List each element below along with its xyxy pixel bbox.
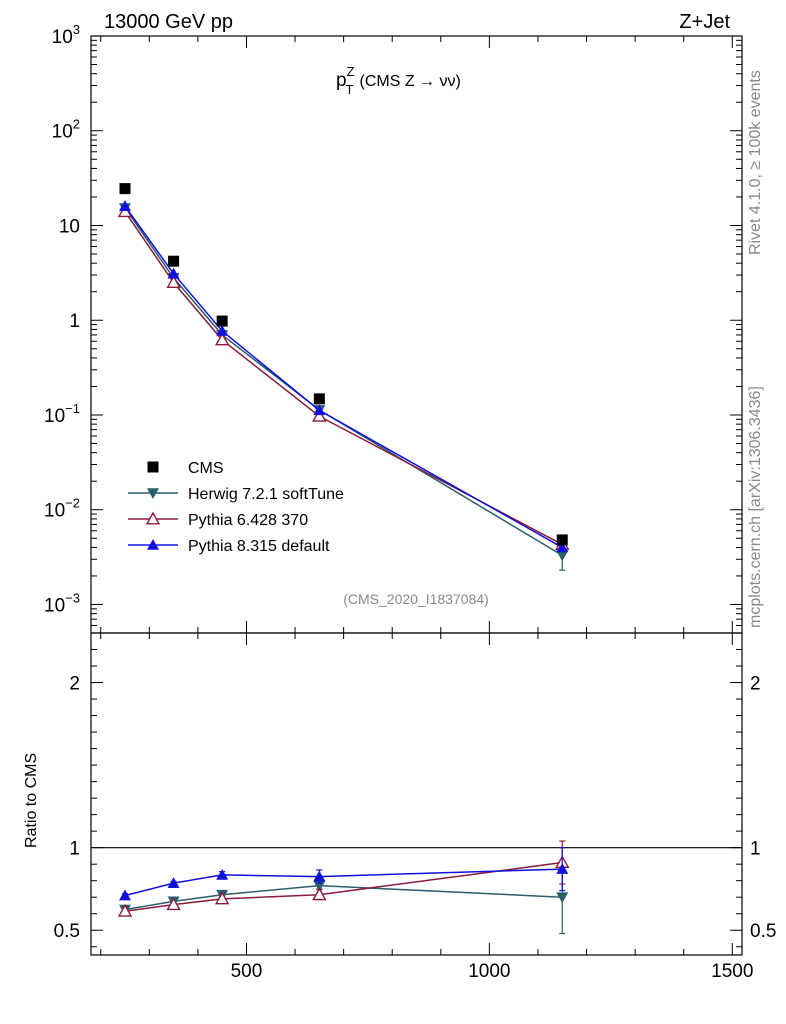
main-point-pythia6	[312, 408, 327, 422]
title-superscript: Z	[347, 64, 355, 79]
legend-label-herwig: Herwig 7.2.1 softTune	[188, 486, 344, 503]
ratio-plot-frame	[90, 632, 743, 956]
legend-item-pythia6: Pythia 6.428 370	[128, 511, 308, 529]
main-y-tick-label: 10−1	[44, 401, 80, 427]
ratio-series-pythia8	[119, 847, 569, 901]
ratio-series-pythia6	[117, 840, 570, 917]
ratio-x-tick-label: 1500	[711, 961, 753, 982]
plot-title: pZ T (CMS Z → νν)	[336, 64, 461, 97]
ratio-point-herwig	[556, 892, 569, 904]
main-point-cms	[313, 393, 325, 405]
ratio-y-tick-label: 0.5	[54, 921, 80, 942]
ratio-plot: 0.5 0.5 1 1 2 2 500 1000 1500	[54, 632, 776, 982]
header-right: Z+Jet	[679, 11, 730, 33]
main-point-pythia8	[119, 200, 132, 211]
main-point-pythia8	[313, 404, 326, 416]
main-point-pythia8	[216, 324, 229, 336]
ratio-point-pythia6	[166, 897, 181, 911]
main-y-tick-label: 102	[52, 117, 80, 143]
main-point-cms	[168, 255, 180, 267]
ratio-series-layer	[117, 840, 570, 935]
main-point-cms	[119, 183, 131, 195]
main-point-pythia8	[556, 541, 569, 553]
rivet-label: Rivet 4.1.0, ≥ 100k events	[747, 70, 764, 255]
title-subscript: T	[346, 82, 354, 97]
main-series-cms	[119, 183, 568, 546]
main-series-layer	[117, 183, 570, 571]
main-y-tick-label: 103	[52, 22, 80, 48]
legend-label-pythia8: Pythia 8.315 default	[188, 538, 330, 555]
main-point-cms	[216, 315, 228, 327]
ratio-y-tick-label-right: 1	[750, 839, 761, 860]
main-series-pythia8	[119, 200, 569, 553]
title-rest: (CMS Z → νν)	[359, 73, 460, 90]
ratio-y-axis: 0.5 0.5 1 1 2 2	[54, 649, 776, 948]
legend-marker-pythia6	[145, 511, 161, 525]
legend-label-pythia6: Pythia 6.428 370	[188, 512, 308, 529]
ratio-point-pythia8	[216, 868, 229, 880]
main-line-herwig	[124, 207, 563, 556]
ratio-line-herwig	[124, 884, 563, 911]
legend-marker-pythia8	[147, 539, 159, 550]
main-x-axis-ticks	[100, 36, 733, 633]
main-series-pythia6	[117, 204, 570, 550]
legend-item-cms: CMS	[147, 460, 224, 477]
ratio-y-label: Ratio to CMS	[23, 753, 40, 848]
ratio-x-tick-label: 1000	[468, 961, 510, 982]
legend-item-herwig: Herwig 7.2.1 softTune	[128, 486, 344, 503]
main-y-tick-label: 1	[69, 311, 80, 332]
main-point-herwig	[556, 550, 569, 562]
ratio-y-tick-label-right: 2	[750, 674, 761, 695]
legend-marker-cms	[147, 461, 159, 473]
main-point-pythia6	[214, 332, 230, 346]
ratio-point-pythia8	[313, 870, 326, 882]
watermark: (CMS_2020_I1837084)	[343, 591, 489, 607]
ratio-x-tick-label: 500	[231, 961, 263, 982]
ratio-point-pythia8	[119, 889, 132, 901]
ratio-point-pythia8	[556, 863, 569, 874]
main-series-herwig	[119, 203, 569, 571]
legend: CMS Herwig 7.2.1 softTune Pythia 6.428 370…	[128, 460, 344, 555]
ratio-y-tick-label: 2	[69, 674, 80, 695]
main-point-cms	[556, 534, 568, 546]
ratio-point-pythia6	[312, 887, 327, 901]
mcplots-label: mcplots.cern.ch [arXiv:1306.3436]	[747, 386, 764, 628]
legend-marker-herwig	[147, 488, 159, 499]
legend-label-cms: CMS	[188, 460, 224, 477]
ratio-point-pythia8	[167, 877, 180, 888]
ratio-point-pythia6	[214, 891, 230, 905]
ratio-point-pythia6	[117, 903, 133, 917]
ratio-y-tick-label-right: 0.5	[750, 921, 776, 942]
legend-item-pythia8: Pythia 8.315 default	[128, 538, 330, 555]
ratio-x-axis: 500 1000 1500	[100, 633, 753, 982]
main-point-pythia6	[166, 275, 181, 289]
title-main: p	[336, 70, 347, 91]
ratio-series-herwig	[119, 860, 569, 935]
main-y-tick-label: 10−3	[44, 590, 80, 616]
header-left: 13000 GeV pp	[104, 11, 233, 33]
ratio-y-tick-label: 1	[69, 839, 80, 860]
main-y-tick-label: 10−2	[44, 496, 80, 522]
main-point-pythia8	[167, 267, 180, 279]
main-y-tick-label: 10	[59, 216, 80, 237]
